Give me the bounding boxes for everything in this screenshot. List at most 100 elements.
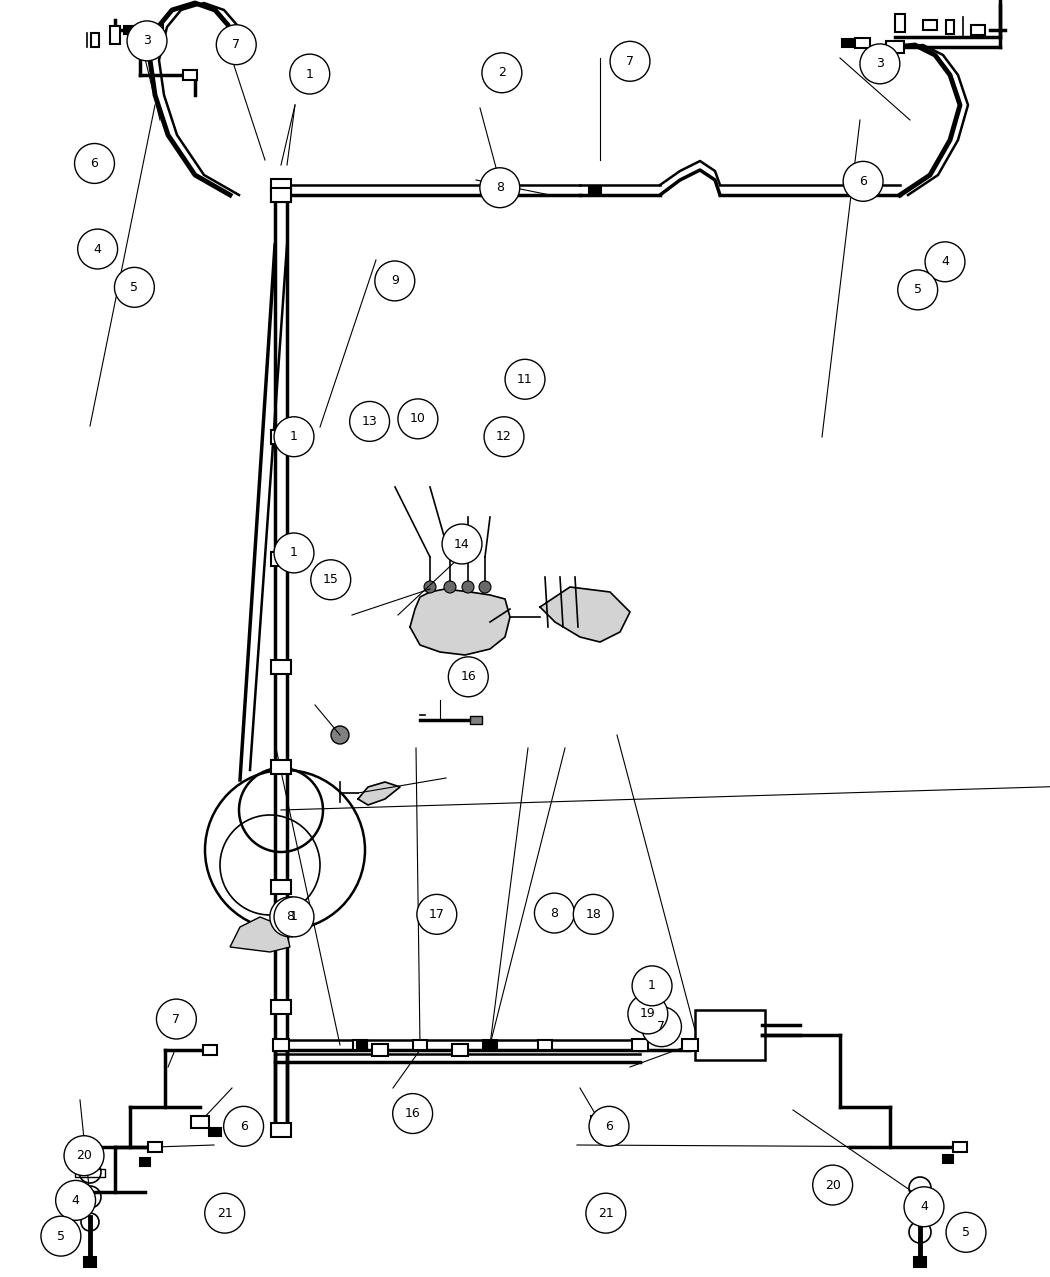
FancyBboxPatch shape (271, 430, 291, 444)
Text: 6: 6 (859, 175, 867, 188)
Text: 1: 1 (648, 979, 656, 992)
Polygon shape (540, 587, 630, 642)
FancyBboxPatch shape (971, 26, 985, 34)
Circle shape (274, 533, 314, 573)
Text: 5: 5 (130, 281, 139, 294)
Text: 4: 4 (93, 243, 102, 255)
Circle shape (534, 893, 574, 933)
Text: 21: 21 (597, 1207, 613, 1220)
FancyBboxPatch shape (124, 26, 136, 34)
FancyBboxPatch shape (84, 1257, 96, 1267)
Text: 8: 8 (550, 907, 559, 919)
Circle shape (843, 161, 883, 202)
FancyBboxPatch shape (140, 1158, 150, 1166)
FancyBboxPatch shape (485, 1041, 495, 1048)
Circle shape (479, 581, 491, 593)
Text: 5: 5 (914, 283, 922, 296)
FancyBboxPatch shape (946, 20, 954, 34)
FancyBboxPatch shape (452, 1045, 468, 1056)
Circle shape (505, 359, 545, 400)
Text: 21: 21 (216, 1207, 233, 1220)
FancyBboxPatch shape (357, 1041, 367, 1048)
FancyBboxPatch shape (91, 33, 99, 47)
Circle shape (444, 581, 456, 593)
FancyBboxPatch shape (110, 26, 120, 43)
Circle shape (350, 401, 390, 442)
FancyBboxPatch shape (271, 188, 291, 202)
FancyBboxPatch shape (147, 24, 163, 36)
FancyBboxPatch shape (271, 660, 291, 674)
FancyBboxPatch shape (943, 1154, 953, 1163)
Polygon shape (230, 917, 290, 951)
Circle shape (482, 52, 522, 93)
Circle shape (290, 54, 330, 94)
Circle shape (424, 581, 436, 593)
Circle shape (216, 24, 256, 65)
Circle shape (41, 1216, 81, 1257)
Circle shape (904, 1186, 944, 1227)
Text: 13: 13 (361, 415, 378, 428)
Circle shape (270, 896, 310, 937)
FancyBboxPatch shape (538, 1039, 552, 1050)
Text: 20: 20 (76, 1149, 92, 1162)
Text: 15: 15 (322, 573, 339, 586)
Circle shape (417, 894, 457, 935)
Circle shape (274, 416, 314, 457)
Text: 1: 1 (290, 547, 298, 559)
Text: 10: 10 (410, 412, 426, 425)
FancyBboxPatch shape (855, 38, 869, 49)
Text: 3: 3 (143, 34, 151, 47)
Circle shape (586, 1193, 626, 1234)
Text: 5: 5 (57, 1230, 65, 1243)
Circle shape (589, 1106, 629, 1147)
FancyBboxPatch shape (483, 1039, 497, 1050)
Polygon shape (358, 782, 400, 805)
Text: 3: 3 (876, 57, 884, 70)
Circle shape (628, 994, 668, 1034)
FancyBboxPatch shape (470, 716, 482, 724)
FancyBboxPatch shape (682, 1039, 698, 1051)
FancyBboxPatch shape (895, 14, 905, 32)
FancyBboxPatch shape (695, 1010, 765, 1060)
FancyBboxPatch shape (191, 1116, 209, 1128)
Circle shape (375, 261, 415, 301)
Text: 6: 6 (90, 157, 99, 170)
FancyBboxPatch shape (413, 1039, 427, 1050)
FancyBboxPatch shape (209, 1128, 220, 1137)
Text: 2: 2 (498, 66, 506, 79)
Circle shape (75, 143, 114, 184)
Circle shape (462, 581, 474, 593)
Circle shape (224, 1106, 264, 1147)
FancyBboxPatch shape (494, 189, 510, 200)
FancyBboxPatch shape (591, 1116, 609, 1128)
Circle shape (442, 524, 482, 564)
Text: 19: 19 (640, 1008, 655, 1020)
FancyBboxPatch shape (183, 70, 197, 80)
Text: 1: 1 (306, 68, 314, 80)
FancyBboxPatch shape (271, 1000, 291, 1014)
Text: 20: 20 (824, 1179, 841, 1191)
Text: 5: 5 (962, 1226, 970, 1239)
FancyBboxPatch shape (223, 34, 242, 46)
Circle shape (946, 1212, 986, 1253)
Circle shape (64, 1135, 104, 1176)
Circle shape (156, 999, 196, 1039)
Text: 12: 12 (496, 430, 512, 443)
Text: 6: 6 (239, 1120, 248, 1133)
FancyBboxPatch shape (271, 179, 291, 192)
Text: 16: 16 (405, 1107, 420, 1120)
Circle shape (274, 896, 314, 937)
Text: 11: 11 (517, 373, 532, 386)
Circle shape (448, 656, 488, 697)
Circle shape (331, 727, 349, 744)
Text: 7: 7 (626, 55, 634, 68)
FancyBboxPatch shape (632, 1039, 648, 1051)
Circle shape (78, 229, 118, 269)
FancyBboxPatch shape (914, 1257, 926, 1267)
FancyBboxPatch shape (589, 186, 601, 194)
Circle shape (925, 241, 965, 282)
Text: 7: 7 (172, 1013, 181, 1025)
FancyBboxPatch shape (75, 1168, 105, 1177)
Circle shape (114, 267, 154, 308)
Circle shape (480, 167, 520, 208)
